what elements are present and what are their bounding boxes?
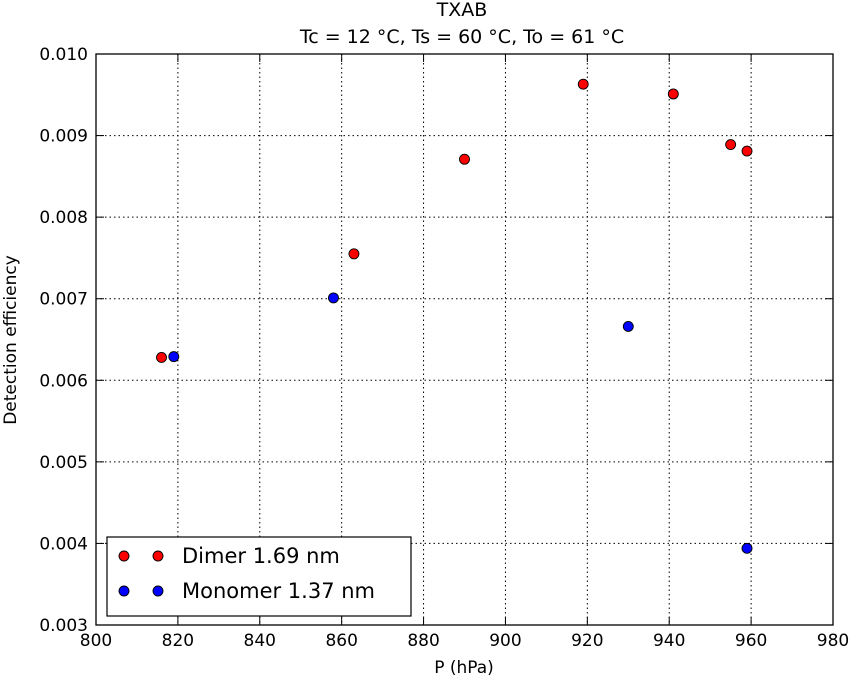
y-axis-label: Detection efficiency [1,255,21,425]
chart-title: TXAB [436,0,488,21]
x-tick-label: 980 [817,631,849,651]
x-tick-label: 920 [571,631,603,651]
legend-marker-monomer [152,585,164,597]
x-tick-label: 940 [653,631,685,651]
x-tick-label: 840 [244,631,276,651]
x-tick-label: 900 [489,631,521,651]
dimer-point [667,88,679,100]
x-tick-label: 880 [407,631,439,651]
x-tick-label: 800 [80,631,112,651]
y-tick-label: 0.005 [39,453,88,473]
plot-frame [95,53,834,626]
x-tick-label: 820 [162,631,194,651]
legend-label-dimer: Dimer 1.69 nm [182,544,340,568]
legend-marker-monomer [118,585,130,597]
legend-marker-dimer [118,550,130,562]
y-tick-label: 0.004 [39,534,88,554]
legend-marker-dimer [152,550,164,562]
y-tick-label: 0.009 [39,127,88,147]
data-points [156,78,753,554]
x-tick-label: 860 [325,631,357,651]
plot-area [95,53,834,626]
y-tick-label: 0.007 [39,290,88,310]
dimer-point [725,139,737,150]
tick-labels: 800 820 840 860 880 900 920 940 960 980 0.003 0.004… [39,45,849,651]
dimer-point [577,78,589,90]
dimer-point [156,351,167,363]
y-tick-label: 0.003 [39,616,88,636]
x-tick-label: 960 [735,631,767,651]
monomer-point [741,542,753,554]
chart-subtitle: Tc = 12 °C, Ts = 60 °C, To = 61 °C [299,26,624,48]
dimer-point [459,153,470,165]
monomer-point [622,320,634,332]
y-tick-label: 0.008 [39,208,88,228]
legend: Dimer 1.69 nm Monomer 1.37 nm [106,536,412,617]
dimer-point [348,248,360,260]
y-tick-label: 0.010 [39,45,88,65]
monomer-point [328,292,339,304]
monomer-point [168,351,180,363]
x-axis-label: P (hPa) [434,658,494,678]
dimer-point [741,145,753,157]
y-tick-label: 0.006 [39,371,88,391]
legend-box [106,536,412,617]
legend-label-monomer: Monomer 1.37 nm [182,579,375,603]
